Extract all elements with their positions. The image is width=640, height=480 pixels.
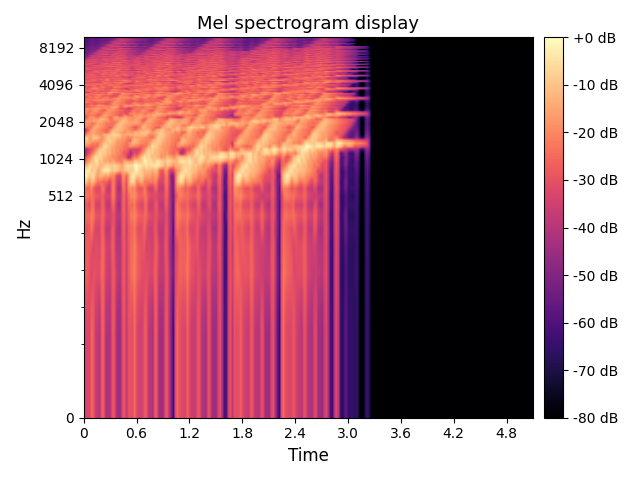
X-axis label: Time: Time <box>288 447 329 465</box>
Title: Mel spectrogram display: Mel spectrogram display <box>197 15 419 33</box>
Y-axis label: Hz: Hz <box>15 217 33 238</box>
